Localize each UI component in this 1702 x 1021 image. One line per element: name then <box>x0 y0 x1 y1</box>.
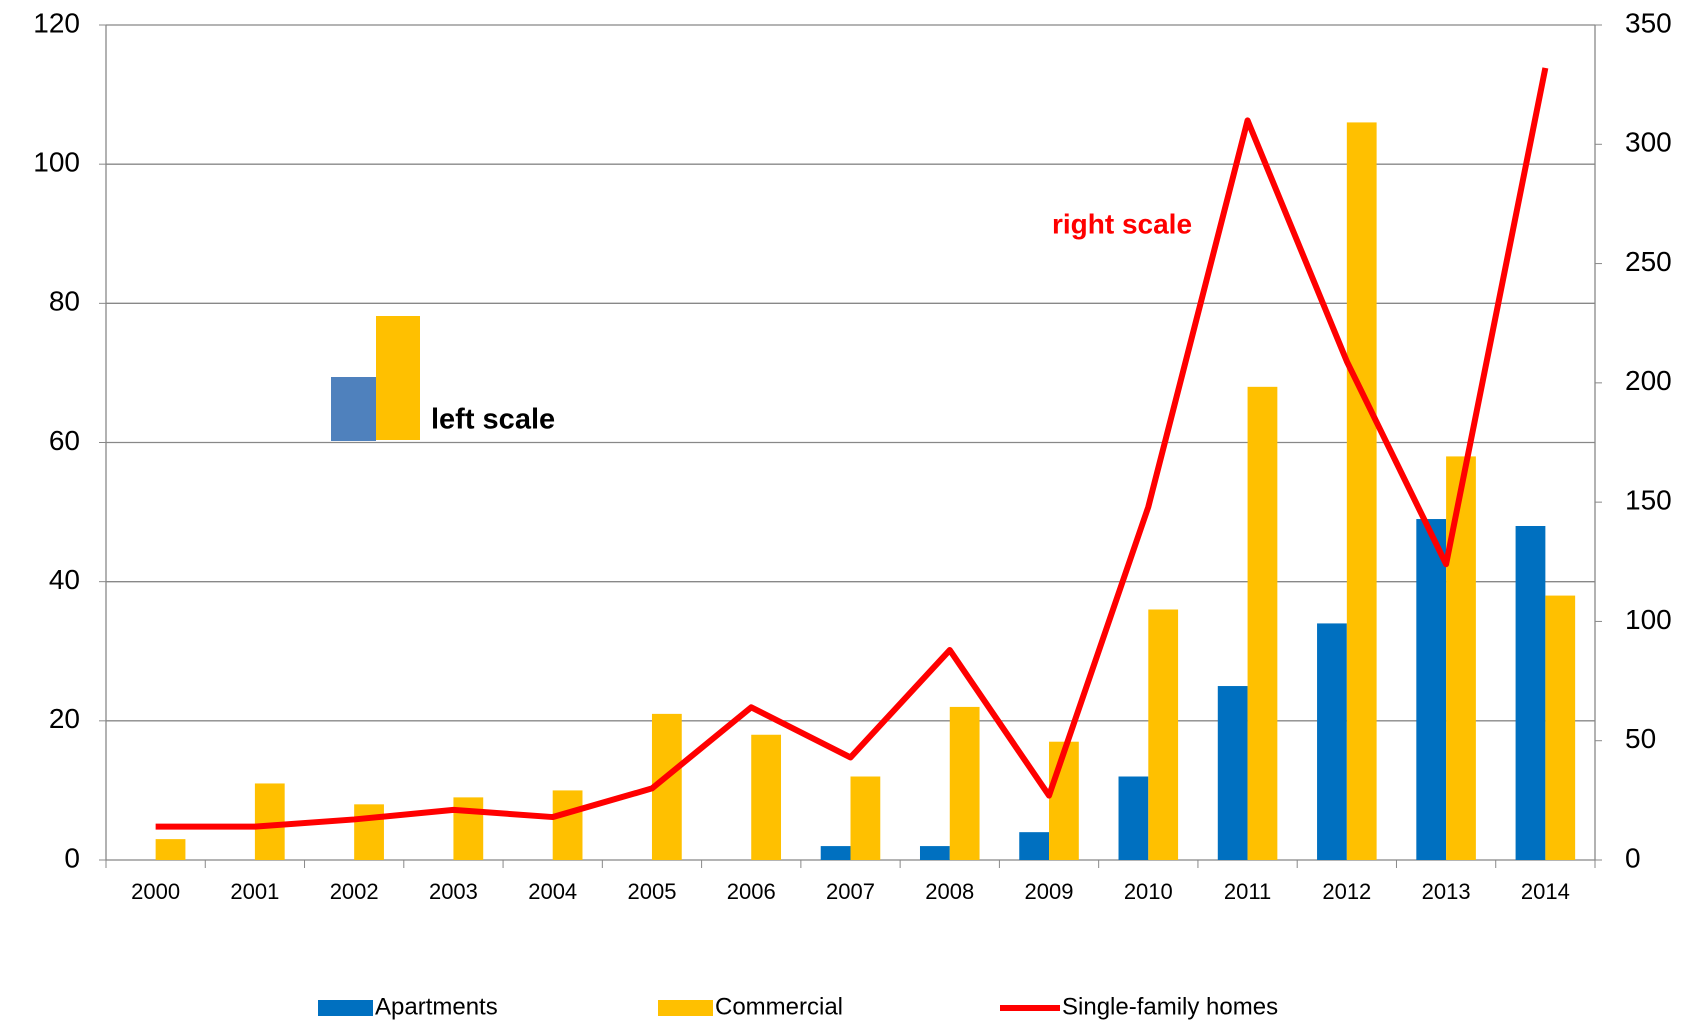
line <box>155 67 1549 830</box>
bar <box>751 734 782 860</box>
legend-label: Apartments <box>375 993 498 1020</box>
x-tick-label: 2008 <box>925 879 974 904</box>
bar <box>254 783 285 860</box>
left-scale-icon-yellow <box>376 316 420 440</box>
x-tick-label: 2011 <box>1224 879 1271 904</box>
y2-tick-label: 350 <box>1625 7 1672 38</box>
x-tick-label: 2010 <box>1124 879 1173 904</box>
y-tick-label: 100 <box>33 147 80 178</box>
y2-tick-label: 300 <box>1625 127 1672 158</box>
bar <box>949 706 980 860</box>
x-tick-label: 2012 <box>1322 879 1371 904</box>
legend-label: Commercial <box>715 993 843 1020</box>
bar <box>1019 832 1050 860</box>
bar <box>552 790 583 860</box>
y2-tick-label: 250 <box>1625 246 1672 277</box>
legend-swatch <box>318 1000 373 1016</box>
bar <box>1247 386 1278 860</box>
annotation: left scale <box>431 404 555 436</box>
bar <box>919 846 950 860</box>
bar <box>1217 686 1248 860</box>
x-tick-label: 2003 <box>429 879 478 904</box>
x-tick-label: 2005 <box>627 879 676 904</box>
x-tick-label: 2001 <box>230 879 279 904</box>
annotation: right scale <box>1052 208 1192 239</box>
y2-tick-label: 200 <box>1625 365 1672 396</box>
x-tick-label: 2007 <box>826 879 875 904</box>
bar <box>1416 519 1447 860</box>
x-tick-label: 2006 <box>727 879 776 904</box>
y-tick-label: 40 <box>49 564 80 595</box>
y-tick-label: 60 <box>49 425 80 456</box>
y2-tick-label: 150 <box>1625 485 1672 516</box>
x-tick-label: 2009 <box>1025 879 1074 904</box>
bar <box>1446 456 1476 860</box>
bar <box>820 846 851 860</box>
bar <box>1346 122 1377 860</box>
x-tick-label: 2004 <box>528 879 577 904</box>
bar <box>1515 526 1546 860</box>
bar <box>1317 623 1347 860</box>
x-tick-label: 2014 <box>1521 879 1570 904</box>
bar <box>453 797 484 860</box>
y2-tick-label: 50 <box>1625 723 1656 754</box>
bar <box>155 839 186 860</box>
y-tick-label: 80 <box>49 286 80 317</box>
bar <box>850 776 881 860</box>
y2-tick-label: 0 <box>1625 842 1641 873</box>
bar <box>1148 609 1179 860</box>
bar <box>1118 776 1149 860</box>
x-tick-label: 2002 <box>330 879 379 904</box>
x-tick-label: 2013 <box>1422 879 1471 904</box>
y-tick-label: 20 <box>49 703 80 734</box>
bar <box>1545 595 1576 860</box>
bar <box>354 804 384 860</box>
y2-tick-label: 100 <box>1625 604 1672 635</box>
y-tick-label: 120 <box>33 7 80 38</box>
y-tick-label: 0 <box>64 842 80 873</box>
x-tick-label: 2000 <box>131 879 180 904</box>
legend-label: Single-family homes <box>1062 993 1278 1020</box>
left-scale-icon-blue <box>331 377 376 441</box>
legend-swatch <box>658 1000 713 1016</box>
